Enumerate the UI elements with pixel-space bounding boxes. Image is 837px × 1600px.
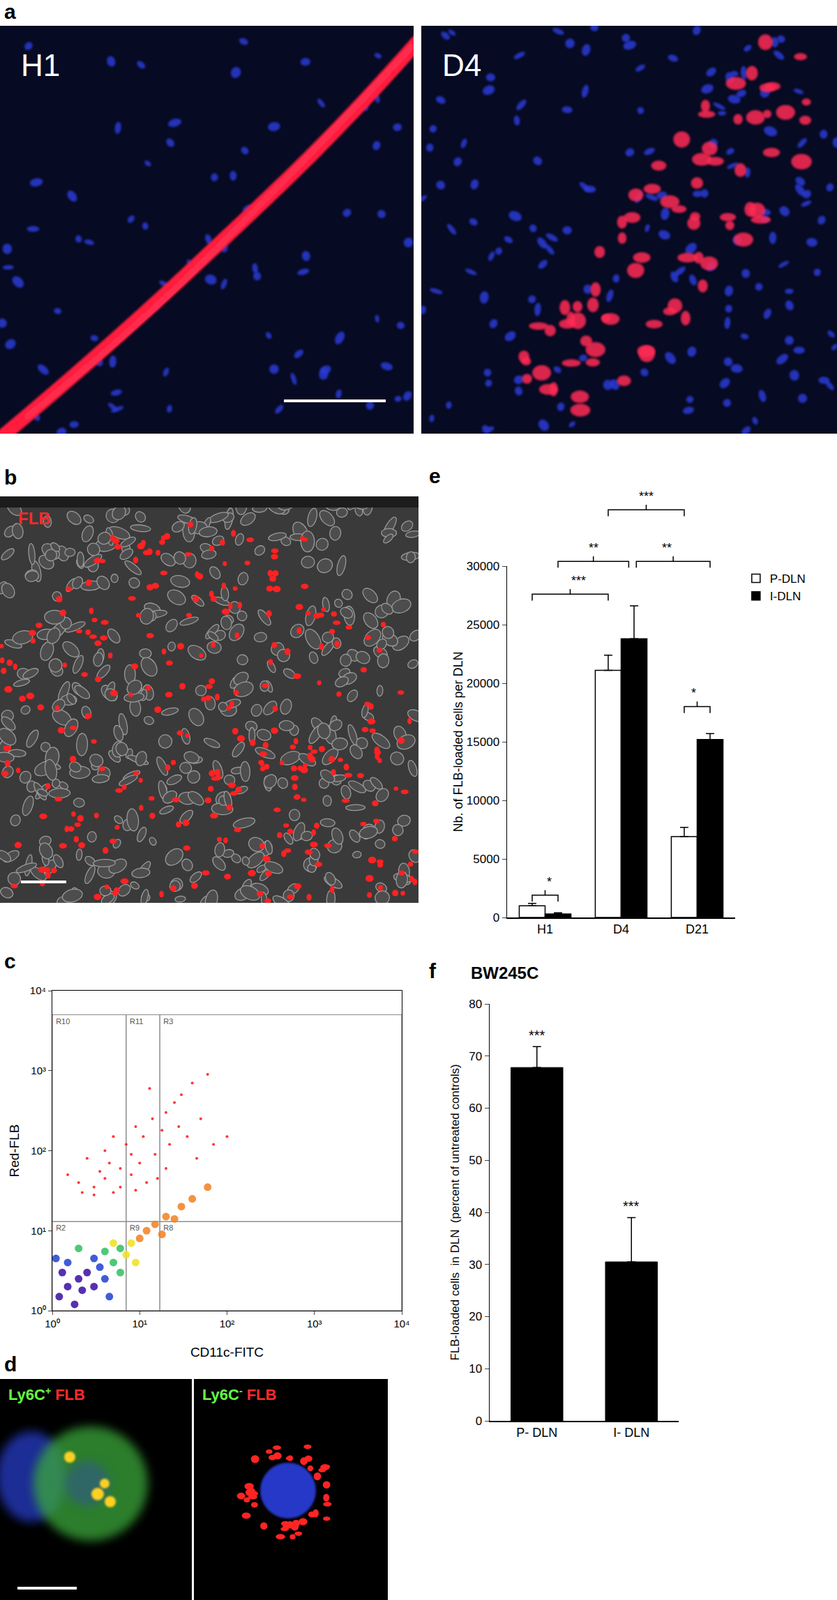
svg-text:Ly6C-FLB: Ly6C-FLB <box>202 1385 277 1405</box>
svg-text:10¹: 10¹ <box>131 1318 148 1331</box>
svg-text:I- DLN: I- DLN <box>613 1426 650 1441</box>
svg-text:P-DLN: P-DLN <box>770 572 806 586</box>
svg-text:H1: H1 <box>537 922 554 937</box>
svg-text:10⁰: 10⁰ <box>44 1318 60 1331</box>
svg-text:30: 30 <box>468 1258 482 1273</box>
svg-text:10²: 10² <box>30 1145 47 1158</box>
svg-text:0: 0 <box>475 1415 482 1429</box>
svg-text:BW245C: BW245C <box>470 963 539 983</box>
svg-text:R9: R9 <box>129 1224 140 1233</box>
svg-text:15000: 15000 <box>466 735 500 750</box>
svg-text:Red-FLB: Red-FLB <box>6 1124 22 1178</box>
svg-text:R2: R2 <box>55 1224 66 1233</box>
svg-text:10³: 10³ <box>30 1065 47 1077</box>
svg-text:***: *** <box>571 574 586 588</box>
svg-text:***: *** <box>622 1199 640 1215</box>
svg-text:H1: H1 <box>20 48 60 83</box>
svg-text:10¹: 10¹ <box>30 1225 47 1238</box>
svg-text:R8: R8 <box>163 1224 173 1233</box>
html-text:f: f <box>428 959 436 983</box>
svg-text:25000: 25000 <box>466 618 500 632</box>
svg-text:R10: R10 <box>55 1017 70 1027</box>
svg-text:40: 40 <box>468 1206 482 1220</box>
svg-text:I-DLN: I-DLN <box>770 590 801 604</box>
svg-text:60: 60 <box>468 1102 482 1116</box>
svg-text:R3: R3 <box>163 1017 173 1027</box>
svg-text:D4: D4 <box>613 922 630 937</box>
svg-text:R11: R11 <box>129 1017 143 1027</box>
html-text:c: c <box>4 949 16 974</box>
svg-text:10⁰: 10⁰ <box>30 1305 47 1317</box>
html-text:e: e <box>428 464 441 488</box>
svg-text:20: 20 <box>468 1310 482 1324</box>
svg-text:10³: 10³ <box>306 1318 323 1331</box>
svg-text:D4: D4 <box>442 48 482 83</box>
svg-text:10⁴: 10⁴ <box>29 984 47 997</box>
svg-text:*: * <box>546 875 552 890</box>
svg-text:0: 0 <box>493 911 500 925</box>
svg-text:80: 80 <box>468 998 482 1012</box>
svg-text:10⁴: 10⁴ <box>393 1318 410 1331</box>
svg-text:20000: 20000 <box>466 677 500 691</box>
svg-text:*: * <box>691 686 697 701</box>
svg-text:D21: D21 <box>685 922 709 937</box>
html-text:b: b <box>4 465 17 489</box>
svg-text:***: *** <box>528 1028 546 1044</box>
html-text:d: d <box>4 1353 17 1377</box>
svg-text:**: ** <box>588 541 599 556</box>
svg-text:10000: 10000 <box>466 794 500 808</box>
svg-text:Ly6C+FLB: Ly6C+FLB <box>8 1385 86 1405</box>
svg-text:**: ** <box>661 541 672 556</box>
svg-text:10²: 10² <box>219 1318 236 1331</box>
svg-text:P- DLN: P- DLN <box>516 1426 558 1441</box>
svg-text:CD11c-FITC: CD11c-FITC <box>190 1345 264 1361</box>
svg-text:30000: 30000 <box>466 560 500 574</box>
svg-text:FLB: FLB <box>18 509 51 529</box>
svg-text:10: 10 <box>468 1362 482 1377</box>
svg-text:Nb. of FLB-loaded cells per DL: Nb. of FLB-loaded cells per DLN <box>451 651 466 833</box>
html-text:a: a <box>4 0 16 24</box>
svg-text:***: *** <box>638 489 654 504</box>
svg-text:FLB-loaded cells in DLN (per: FLB-loaded cells in DLN (percent of untr… <box>448 1064 462 1361</box>
svg-text:5000: 5000 <box>472 853 500 867</box>
svg-text:50: 50 <box>468 1154 482 1168</box>
svg-text:70: 70 <box>468 1050 482 1064</box>
